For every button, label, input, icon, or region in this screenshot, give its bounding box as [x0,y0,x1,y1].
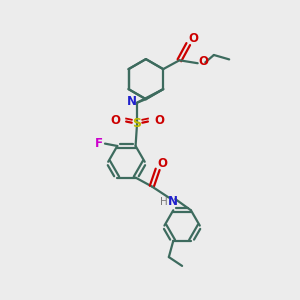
Text: O: O [110,114,120,127]
Text: F: F [95,137,103,150]
Text: H: H [160,197,167,207]
Text: O: O [188,32,199,45]
Text: N: N [127,95,137,108]
Text: S: S [133,117,142,130]
Text: O: O [198,55,208,68]
Text: N: N [168,195,178,208]
Text: O: O [154,114,164,127]
Text: O: O [157,157,167,170]
